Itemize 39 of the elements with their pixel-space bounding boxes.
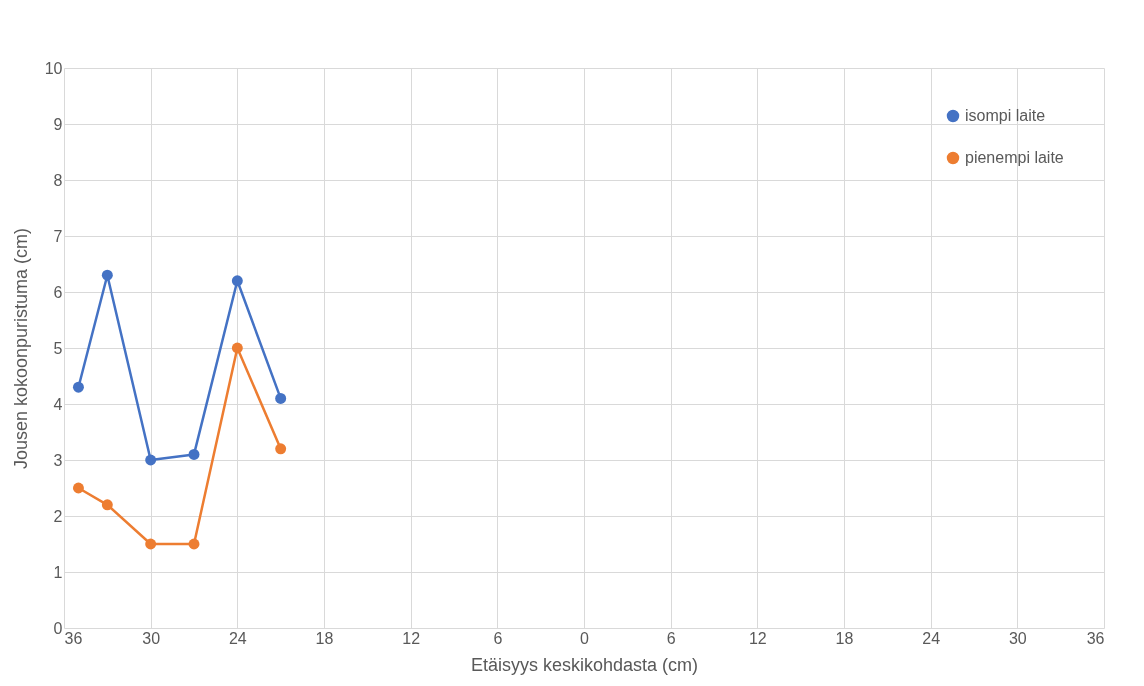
x-tick-label: 30 <box>142 629 161 647</box>
x-tick-label: 36 <box>64 629 83 647</box>
y-tick-label: 7 <box>53 227 63 245</box>
x-tick-label: 12 <box>748 629 767 647</box>
y-tick-label: 4 <box>53 395 63 413</box>
x-tick-label: 6 <box>666 629 676 647</box>
y-tick-label: 6 <box>53 283 63 301</box>
legend-label: pienempi laite <box>965 149 1064 166</box>
x-tick-label: 18 <box>315 629 334 647</box>
point <box>101 499 113 511</box>
x-tick-label: 36 <box>1086 629 1105 647</box>
x-tick-label: 0 <box>580 629 590 647</box>
x-tick-label: 24 <box>922 629 941 647</box>
y-axis-title: Jousen kokoonpuristuma (cm) <box>10 227 31 470</box>
x-tick-label: 18 <box>835 629 854 647</box>
y-tick-label: 10 <box>44 59 63 77</box>
x-axis-title: Etäisyys keskikohdasta (cm) <box>470 654 699 675</box>
x-tick-label: 12 <box>402 629 421 647</box>
y-tick-label: 5 <box>53 339 63 357</box>
y-tick-label: 8 <box>53 171 63 189</box>
point <box>101 269 113 281</box>
point <box>145 454 157 466</box>
point <box>231 275 243 287</box>
point <box>72 381 84 393</box>
x-tick-label: 30 <box>1008 629 1027 647</box>
x-tick-label: 6 <box>493 629 503 647</box>
point <box>231 342 243 354</box>
y-tick-label: 1 <box>53 563 63 581</box>
legend-label: isompi laite <box>965 107 1046 124</box>
y-tick-label: 2 <box>53 507 63 525</box>
x-tick-label: 24 <box>228 629 247 647</box>
point <box>72 482 84 494</box>
point <box>145 538 157 550</box>
point <box>188 538 200 550</box>
point <box>275 443 287 455</box>
point <box>275 392 287 404</box>
y-tick-label: 3 <box>53 451 63 469</box>
y-tick-label: 9 <box>53 115 63 133</box>
point <box>188 448 200 460</box>
